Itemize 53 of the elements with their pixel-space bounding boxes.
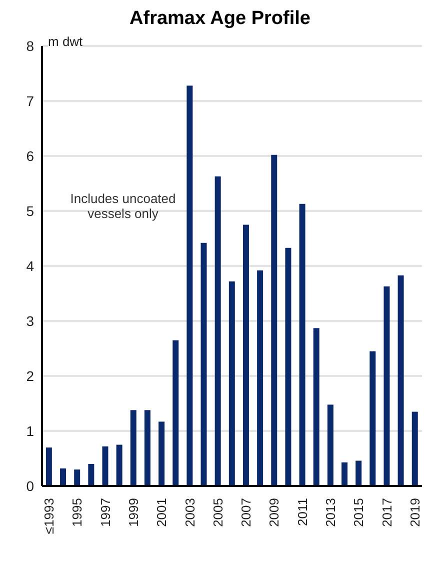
bar: [102, 446, 108, 486]
x-tick-label: 2007: [238, 498, 254, 527]
bar: [341, 462, 348, 486]
bar: [356, 460, 362, 486]
bar: [144, 410, 150, 486]
bar: [60, 468, 66, 486]
bar: [228, 281, 235, 486]
bar: [257, 270, 264, 486]
x-tick-label: 2017: [379, 498, 394, 527]
bar: [200, 242, 207, 486]
x-tick-label: 1995: [70, 498, 85, 527]
bar: [412, 412, 418, 486]
x-tick-label: 2009: [266, 498, 282, 527]
bar: [370, 351, 376, 486]
x-tick-label: 2011: [294, 498, 310, 526]
bar: [214, 176, 221, 486]
y-tick-label: 3: [26, 312, 34, 329]
bar: [116, 444, 122, 486]
annotation: Includes uncoated vessels only: [69, 191, 177, 222]
y-tick-label: 2: [26, 368, 34, 384]
bar: [88, 464, 94, 486]
y-tick-label: 8: [26, 38, 34, 54]
bar: [299, 204, 306, 486]
y-tick-label: 7: [26, 92, 34, 109]
bar: [74, 470, 80, 486]
x-tick-label: 2001: [154, 498, 170, 527]
x-tick-label: 2005: [210, 498, 226, 527]
x-tick-label: 2019: [407, 498, 422, 527]
bar: [158, 422, 165, 486]
x-tick-label: 1997: [98, 498, 113, 527]
bar: [242, 224, 249, 486]
y-tick-label: 5: [26, 202, 34, 219]
bar: [271, 154, 278, 486]
x-tick-label: 1999: [126, 498, 141, 527]
x-tick-label: 2015: [351, 498, 366, 527]
bar: [46, 448, 52, 486]
x-tick-label: ≤1993: [42, 498, 57, 534]
bar: [327, 404, 334, 486]
bar: [172, 340, 179, 486]
x-tick-label: 2003: [182, 498, 198, 527]
chart-title: Aframax Age Profile: [128, 8, 312, 31]
y-axis-title: m dwt: [48, 34, 83, 49]
bar: [130, 410, 136, 486]
bar: [313, 328, 320, 486]
bar: [285, 248, 292, 486]
y-tick-label: 1: [26, 422, 34, 439]
y-tick-label: 6: [26, 148, 34, 164]
bar: [384, 286, 390, 486]
bar: [398, 275, 404, 486]
y-tick-label: 0: [26, 478, 34, 494]
y-tick-label: 4: [26, 258, 34, 274]
bar: [186, 86, 193, 486]
x-tick-label: 2013: [323, 498, 338, 527]
